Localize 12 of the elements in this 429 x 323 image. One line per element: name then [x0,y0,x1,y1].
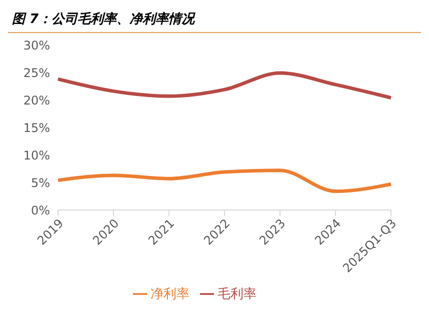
line-series [56,71,393,100]
y-tick-label: 30% [23,38,50,52]
line-series [56,168,393,194]
y-tick-label: 10% [23,148,50,162]
y-tick-label: 25% [23,66,50,80]
legend-label: 毛利率 [218,287,256,302]
y-tick-label: 0% [30,203,50,218]
chart-title: 图 7：公司毛利率、净利率情况 [8,8,421,33]
y-tick-label: 5% [30,176,50,190]
y-tick-label: 20% [23,93,50,108]
legend-label: 净利率 [150,287,190,302]
y-tick-label: 15% [23,120,50,135]
